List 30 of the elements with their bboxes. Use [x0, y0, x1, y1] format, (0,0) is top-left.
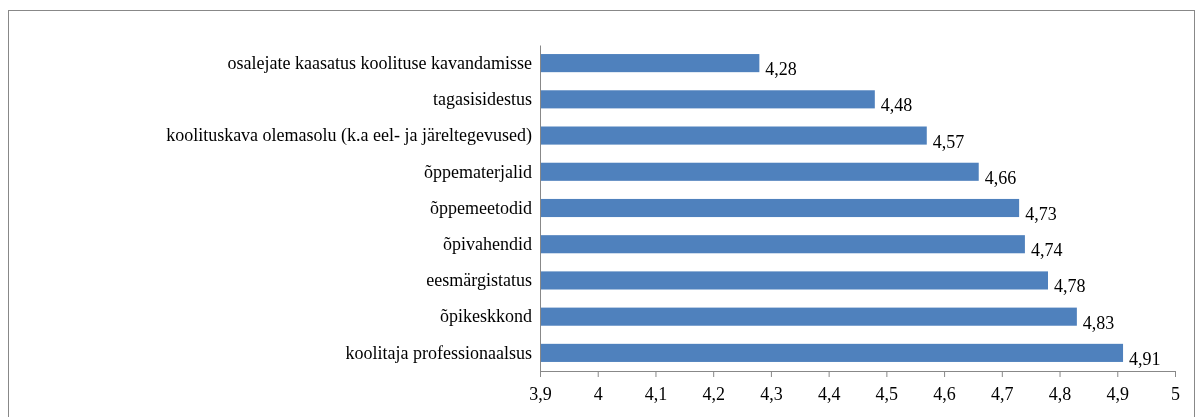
data-label: 4,28: [765, 59, 797, 80]
data-label: 4,57: [932, 131, 965, 152]
y-tick-label: eesmärgistatus: [426, 270, 532, 291]
y-tick-label: õppemeetodid: [430, 197, 532, 218]
x-tick-label: 4,8: [1048, 383, 1072, 404]
data-label: 4,91: [1129, 348, 1161, 369]
y-tick-label: osalejate kaasatus koolituse kavandamisse: [227, 52, 532, 73]
x-tick-label: 5: [1171, 383, 1180, 404]
data-label: 4,48: [880, 95, 913, 116]
x-tick-label: 4,2: [702, 383, 725, 404]
data-label: 4,83: [1082, 312, 1115, 333]
y-tick-label: koolitaja professionaalsus: [345, 342, 532, 363]
y-tick-label: tagasisidestus: [433, 89, 532, 110]
y-tick-label: koolituskava olemasolu (k.a eel- ja järeltegevused): [166, 125, 532, 147]
x-tick-label: 4,7: [991, 383, 1014, 404]
x-tick-label: 4: [593, 383, 603, 404]
x-tick-label: 3,9: [529, 383, 552, 404]
x-tick-label: 4,6: [933, 383, 956, 404]
data-label: 4,66: [984, 167, 1017, 188]
x-tick-label: 4,1: [644, 383, 668, 404]
y-tick-label: õpikeskkond: [440, 306, 532, 327]
x-tick-label: 4,3: [760, 383, 783, 404]
x-tick-label: 4,9: [1106, 383, 1130, 404]
data-label: 4,74: [1030, 240, 1063, 261]
x-tick-label: 4,5: [875, 383, 899, 404]
y-tick-label: õppematerjalid: [424, 161, 532, 182]
data-label: 4,73: [1025, 204, 1057, 224]
x-tick-label: 4,4: [817, 383, 841, 404]
data-label: 4,78: [1054, 276, 1086, 297]
y-tick-label: õpivahendid: [443, 233, 532, 254]
